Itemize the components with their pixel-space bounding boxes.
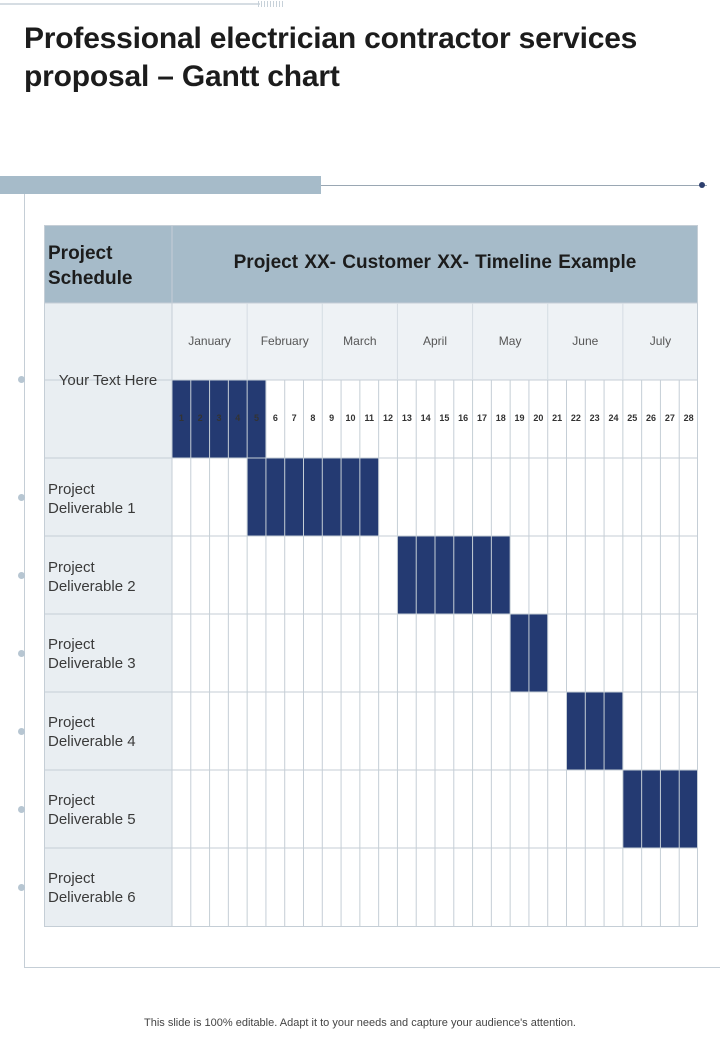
- week-label: 15: [439, 413, 449, 423]
- week-label: 21: [552, 413, 562, 423]
- footer-note: This slide is 100% editable. Adapt it to…: [144, 1017, 576, 1029]
- top-decor-hatch: [258, 1, 284, 7]
- gantt-chart: January February March April May June July 1 2 3 4…: [44, 225, 698, 927]
- side-dot: [18, 572, 25, 579]
- task-bar: [566, 692, 623, 770]
- month-label: February: [261, 334, 309, 348]
- month-label: April: [423, 334, 447, 348]
- week-label: 24: [608, 413, 618, 423]
- month-band: [172, 303, 698, 380]
- side-dot: [18, 728, 25, 735]
- side-dot: [18, 650, 25, 657]
- week-label: 5: [254, 413, 259, 423]
- month-label: July: [650, 334, 671, 348]
- week-label: 11: [364, 413, 374, 423]
- week-label: 27: [665, 413, 675, 423]
- week-label: 28: [684, 413, 694, 423]
- accent-dot: [699, 182, 705, 188]
- week-label: 20: [533, 413, 543, 423]
- task-label: Project Deliverable 1: [48, 481, 136, 517]
- task-label: Project Deliverable 5: [48, 792, 136, 828]
- task-label: Project Deliverable 4: [48, 714, 136, 750]
- page-title: Professional electrician contractor serv…: [24, 22, 638, 93]
- week-label: 1: [179, 413, 184, 423]
- week-label: 22: [571, 413, 581, 423]
- side-dot: [18, 884, 25, 891]
- week-label: 10: [345, 413, 355, 423]
- task-bar: [172, 380, 266, 458]
- week-label: 2: [198, 413, 203, 423]
- header-project-schedule: Project Schedule: [48, 243, 133, 289]
- side-dot: [18, 376, 25, 383]
- month-label: March: [343, 334, 376, 348]
- accent-line: [321, 185, 707, 186]
- task-label: Project Deliverable 6: [48, 870, 136, 906]
- week-label: 23: [590, 413, 600, 423]
- week-label: 3: [216, 413, 221, 423]
- label-column-bg: [44, 303, 172, 927]
- week-label: 12: [383, 413, 393, 423]
- frame-left-line: [24, 194, 25, 968]
- header-band: [44, 225, 698, 303]
- month-label: May: [499, 334, 522, 348]
- top-decor-line: [0, 3, 260, 5]
- side-dot: [18, 806, 25, 813]
- month-label: June: [572, 334, 598, 348]
- week-label: 13: [402, 413, 412, 423]
- accent-bar: [0, 176, 321, 194]
- week-label: 6: [273, 413, 278, 423]
- week-label: 7: [292, 413, 297, 423]
- week-label: 16: [458, 413, 468, 423]
- chart-border: [44, 225, 698, 927]
- week-label: 9: [329, 413, 334, 423]
- frame-bottom-line: [24, 967, 720, 968]
- week-label: 17: [477, 413, 487, 423]
- intro-text: Your Text Here: [58, 372, 158, 389]
- task-label: Project Deliverable 3: [48, 636, 136, 672]
- side-dot: [18, 494, 25, 501]
- week-label: 14: [421, 413, 431, 423]
- week-label: 26: [646, 413, 656, 423]
- week-label: 4: [235, 413, 240, 423]
- week-label: 19: [515, 413, 525, 423]
- month-label: January: [188, 334, 231, 348]
- week-label: 18: [496, 413, 506, 423]
- chart-title: Project XX- Customer XX- Timeline Exampl…: [233, 252, 637, 273]
- week-label: 8: [310, 413, 315, 423]
- task-bar: [247, 458, 379, 536]
- task-label: Project Deliverable 2: [48, 559, 136, 595]
- week-label: 25: [627, 413, 637, 423]
